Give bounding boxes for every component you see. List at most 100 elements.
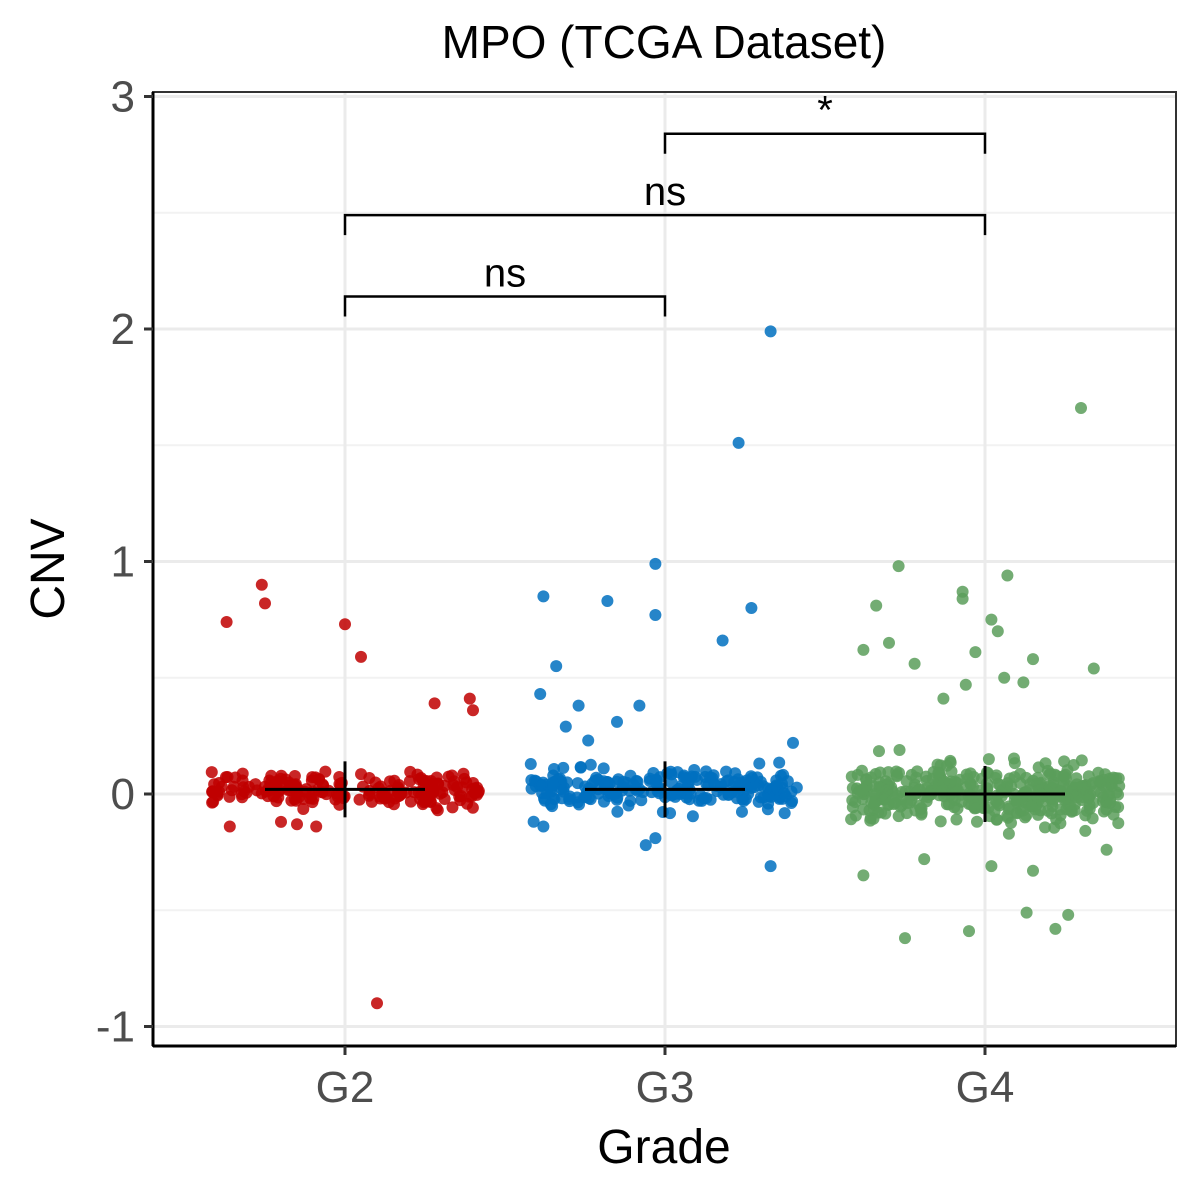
data-point [962,797,975,810]
data-point [624,769,637,782]
data-point [739,792,752,805]
data-point [727,780,740,793]
data-point [1086,812,1099,825]
data-point [427,785,440,798]
data-point [870,599,883,612]
data-point [431,804,444,817]
data-point [1002,827,1015,840]
data-point [1109,800,1122,813]
data-point [305,774,318,787]
data-point [720,765,733,778]
x-tick-label: G3 [636,1063,695,1112]
data-point [571,777,584,790]
data-point [937,692,950,705]
data-point [548,762,561,775]
data-point [1075,402,1087,415]
data-point [732,436,745,449]
data-point [463,790,476,803]
data-point [911,765,924,778]
data-point [353,793,366,806]
data-point [735,805,748,818]
significance-bracket [663,132,987,154]
data-point [694,789,707,802]
y-axis-title: CNV [22,518,75,619]
grid-lines [153,92,1176,1046]
data-point [963,925,975,938]
data-point [1001,569,1014,582]
data-point [699,770,712,783]
data-point [383,775,396,788]
significance-label: ns [644,170,686,214]
data-point [373,790,386,803]
data-point [950,813,963,826]
data-point [416,774,429,787]
data-point [787,736,799,749]
data-point [1093,775,1106,788]
data-point [1107,771,1120,784]
data-point [1043,768,1056,781]
data-point [574,760,587,773]
data-point [546,800,559,813]
data-point [649,608,662,621]
data-point [1079,824,1092,837]
data-point [872,745,885,758]
data-point [1027,864,1039,877]
data-point [339,618,351,631]
data-point [612,773,625,786]
data-point [956,592,969,605]
data-point [259,597,271,610]
significance-bracket [343,295,667,317]
data-point [863,804,876,817]
data-point [445,769,458,782]
data-point [333,798,346,811]
data-point [572,699,585,712]
data-point [529,774,542,787]
x-axis-title: Grade [597,1121,730,1174]
data-point [764,325,777,338]
data-point [1075,780,1088,793]
data-point [982,753,995,766]
data-point [1020,906,1033,919]
data-point [297,802,310,815]
data-point [985,860,998,873]
data-point [355,768,368,781]
x-tick-label: G4 [956,1063,1015,1112]
data-point [463,692,476,705]
data-point [856,785,869,798]
data-point [649,557,662,570]
data-point [205,766,218,779]
data-point [1054,809,1067,822]
data-point [950,785,963,798]
data-point [869,768,882,781]
data-point [265,769,278,782]
data-point [1062,908,1075,921]
data-point [1061,792,1074,805]
data-point [908,657,921,670]
data-point [857,643,870,656]
data-point [611,805,624,818]
data-point [970,815,983,828]
data-point [785,796,798,809]
data-point [1112,817,1125,830]
data-point [404,765,417,778]
data-point [584,758,597,771]
data-point [959,678,972,691]
data-point [650,773,663,786]
data-point [223,820,236,833]
data-point [310,820,323,833]
data-point [1032,761,1045,774]
data-point [980,777,993,790]
data-point [1017,804,1030,817]
data-point [664,807,677,820]
data-point [994,778,1007,791]
data-point [416,798,429,811]
data-point [221,770,234,783]
data-point [534,688,547,701]
data-point [846,801,859,814]
data-point [466,801,479,814]
data-point [1047,793,1060,806]
data-point [467,704,479,717]
significance-label: ns [484,251,526,295]
data-point [936,783,949,796]
